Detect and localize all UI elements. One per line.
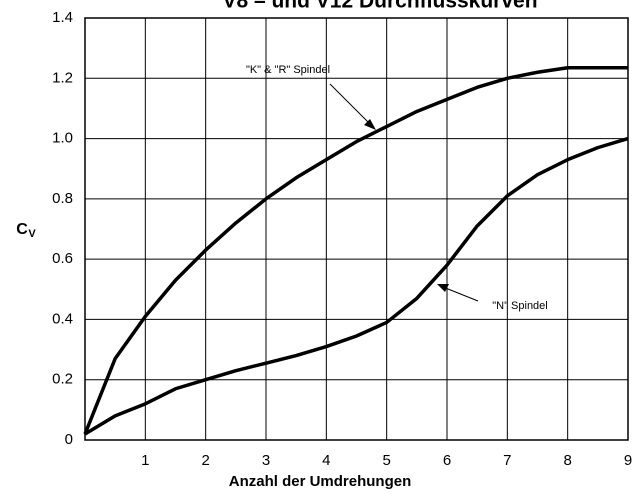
y-tick-label: 1.0: [52, 130, 73, 147]
y-tick-label: 0.4: [52, 310, 73, 327]
annotation-label: "K" & "R" Spindel: [246, 64, 330, 76]
y-tick-label: 0.8: [52, 190, 73, 207]
x-tick-label: 2: [201, 452, 209, 469]
y-tick-label: 0: [65, 431, 73, 448]
chart-title: V8 – und V12 Durchflusskurven: [222, 0, 537, 13]
annotation-arrowhead: [364, 119, 376, 130]
x-tick-label: 1: [141, 452, 149, 469]
y-tick-label: 0.2: [52, 371, 73, 388]
x-tick-label: 9: [624, 452, 632, 469]
annotation-arrowhead: [437, 284, 449, 292]
x-tick-label: 7: [503, 452, 511, 469]
y-axis-label: C: [16, 221, 28, 238]
annotation-label: "N" Spindel: [492, 300, 548, 312]
annotation-arrow: [329, 83, 371, 125]
y-axis-label-sub: V: [28, 228, 36, 240]
y-tick-label: 0.6: [52, 250, 73, 267]
y-tick-label: 1.2: [52, 69, 73, 86]
y-tick-label: 1.4: [52, 9, 73, 26]
x-tick-label: 3: [262, 452, 270, 469]
x-tick-label: 4: [322, 452, 330, 469]
x-axis-label: Anzahl der Umdrehungen: [229, 473, 412, 490]
x-tick-label: 8: [563, 452, 571, 469]
x-tick-label: 5: [382, 452, 390, 469]
series-line: [83, 65, 628, 435]
annotation-arrow: [442, 286, 479, 302]
series-line: [84, 136, 629, 436]
x-tick-label: 6: [443, 452, 451, 469]
plot-frame: [84, 17, 629, 441]
